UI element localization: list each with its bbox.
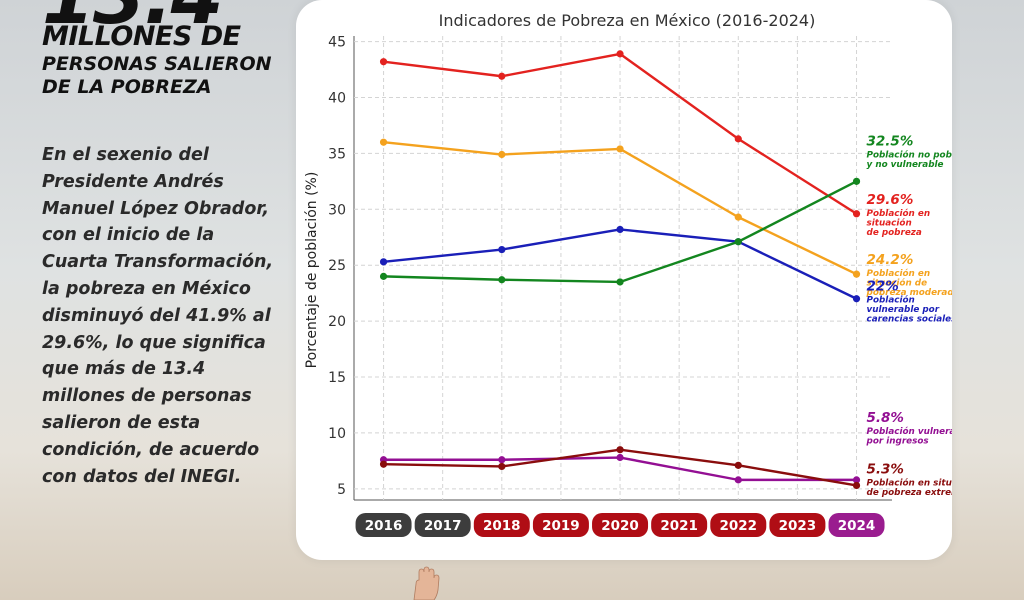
data-point	[852, 476, 861, 484]
x-tick-pill	[828, 513, 885, 537]
series-end-label: Población no pobre	[867, 149, 952, 160]
y-tick-label: 15	[328, 370, 346, 386]
x-tick-pill	[473, 513, 530, 537]
x-tick-label: 2018	[483, 518, 521, 534]
data-point	[616, 145, 624, 153]
x-tick-pill	[651, 513, 708, 537]
series-end-value: 29.6%	[867, 192, 914, 208]
headline: MILLONES DE PERSONAS SALIERON DE LA POBR…	[42, 22, 272, 97]
x-tick-label: 2017	[424, 518, 462, 534]
y-axis-label: Porcentaje de población (%)	[304, 172, 320, 369]
y-tick-label: 25	[328, 258, 346, 274]
x-tick-label: 2022	[719, 518, 757, 534]
data-point	[852, 295, 861, 303]
y-tick-label: 5	[337, 482, 346, 498]
series-end-label: situación de	[867, 278, 928, 289]
data-point	[852, 481, 861, 490]
data-point	[616, 453, 624, 462]
data-point	[616, 225, 624, 234]
x-tick-pill	[414, 513, 471, 537]
data-point	[498, 462, 506, 471]
series-end-label: Población	[867, 295, 915, 306]
data-point	[616, 446, 624, 454]
y-tick-label: 40	[328, 90, 346, 106]
data-point	[379, 58, 388, 66]
series-end-label: Población en	[867, 208, 931, 219]
data-point	[852, 270, 861, 278]
x-tick-label: 2024	[838, 518, 876, 534]
series-end-label: pobreza moderada	[866, 288, 952, 298]
headline-number: 13.4	[42, 0, 224, 41]
y-tick-label: 35	[328, 146, 346, 162]
series-end-label: Población en	[867, 268, 931, 279]
series-end-label: y no vulnerable	[867, 160, 944, 170]
data-point	[498, 150, 506, 159]
data-point	[379, 258, 388, 266]
series-line	[383, 52, 858, 215]
x-tick-pill	[355, 513, 412, 537]
data-point	[498, 72, 506, 80]
series-end-label: vulnerable por	[867, 305, 940, 315]
x-tick-label: 2023	[779, 518, 817, 534]
y-tick-label: 10	[328, 426, 346, 442]
y-tick-label: 30	[328, 202, 346, 218]
data-point	[616, 278, 624, 286]
series-end-value: 5.8%	[867, 410, 904, 426]
data-point	[379, 460, 388, 468]
data-point	[734, 476, 742, 484]
chart-card: Indicadores de Pobreza en México (2016-2…	[296, 0, 952, 560]
x-tick-pill	[532, 513, 589, 537]
data-point	[498, 276, 506, 284]
y-tick-label: 45	[328, 35, 346, 51]
y-tick-label: 20	[328, 314, 346, 330]
data-point	[852, 177, 861, 185]
x-tick-pill	[710, 513, 767, 537]
data-point	[734, 238, 742, 246]
poverty-line-chart: Indicadores de Pobreza en México (2016-2…	[304, 11, 952, 537]
x-tick-label: 2019	[542, 518, 580, 534]
headline-line-3: DE LA POBREZA	[42, 75, 212, 98]
raised-hand-icon	[413, 566, 440, 600]
data-point	[379, 272, 388, 280]
data-point	[734, 213, 742, 221]
data-point	[379, 138, 388, 146]
series-end-label: por ingresos	[866, 436, 929, 446]
data-point	[734, 461, 742, 469]
data-point	[616, 50, 624, 58]
series-end-label: carencias sociales	[867, 315, 952, 325]
series-end-value: 5.3%	[867, 461, 904, 477]
data-point	[498, 245, 506, 254]
series-end-label: Población en situación	[867, 477, 952, 488]
series-end-value: 22%	[867, 279, 899, 295]
left-text-panel: 13.4 MILLONES DE PERSONAS SALIERON DE LA…	[0, 0, 290, 600]
x-tick-pill	[592, 513, 649, 537]
series-end-value: 24.2%	[867, 252, 914, 268]
series-end-label: de pobreza	[867, 228, 922, 238]
headline-line-2: PERSONAS SALIERON	[42, 52, 272, 75]
data-point	[498, 456, 506, 464]
headline-line-1: MILLONES DE	[42, 21, 241, 52]
series-end-label: situación	[867, 217, 912, 228]
data-point	[852, 210, 861, 218]
series-end-label: de pobreza extrema	[867, 488, 952, 498]
series-end-value: 32.5%	[867, 133, 914, 149]
x-tick-label: 2021	[660, 518, 698, 534]
x-tick-pill	[769, 513, 826, 537]
body-paragraph: En el sexenio del Presidente Andrés Manu…	[42, 145, 274, 487]
data-point	[734, 135, 742, 143]
chart-title: Indicadores de Pobreza en México (2016-2…	[439, 11, 816, 30]
x-tick-label: 2020	[601, 518, 639, 534]
series-end-label: Población vulnerable	[867, 426, 952, 437]
x-tick-label: 2016	[365, 518, 403, 534]
